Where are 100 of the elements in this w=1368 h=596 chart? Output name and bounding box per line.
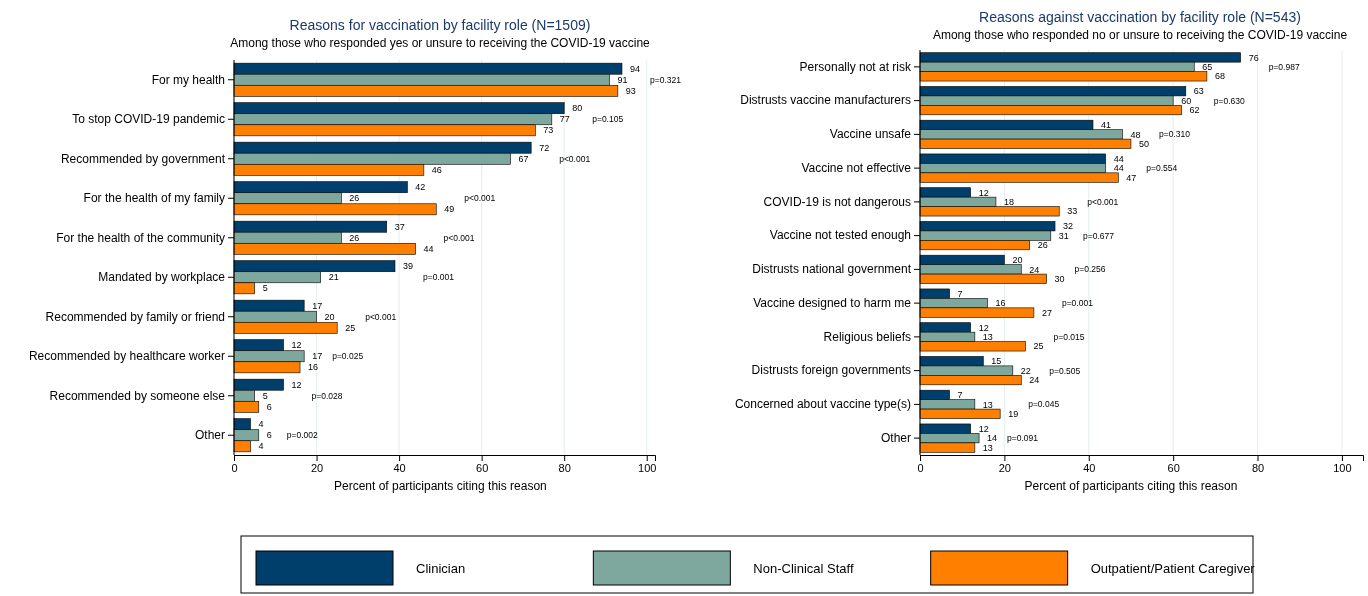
annotation: p=0.001 xyxy=(1061,298,1094,309)
annotation: p=0.677 xyxy=(1083,230,1115,241)
data-label: 20 xyxy=(324,311,335,322)
data-label: 73 xyxy=(543,125,554,136)
data-label: 65 xyxy=(1202,62,1213,73)
data-label: 5 xyxy=(262,283,268,294)
annotation: p<0.001 xyxy=(443,232,475,243)
data-label: 15 xyxy=(991,356,1002,367)
data-label: 41 xyxy=(1100,120,1111,131)
data-label: 31 xyxy=(1058,230,1069,241)
data-label: 63 xyxy=(1193,86,1204,97)
annotation: p=0.505 xyxy=(1049,365,1081,376)
data-label: 12 xyxy=(978,423,989,434)
data-label: 25 xyxy=(345,322,356,333)
annotation: p=0.321 xyxy=(649,74,682,85)
y-tick-label: Distrusts foreign governments xyxy=(751,363,911,378)
x-tick-label: 100 xyxy=(1333,461,1352,474)
x-tick-label: 0 xyxy=(917,461,924,474)
chart-title: Reasons against vaccination by facility role (N=543) xyxy=(979,9,1301,25)
data-label: 17 xyxy=(312,300,323,311)
annotation: p=0.001 xyxy=(422,272,455,283)
data-label: 16 xyxy=(308,362,319,373)
data-label: 17 xyxy=(312,351,323,362)
data-label: 22 xyxy=(1020,365,1031,376)
data-label: 14 xyxy=(987,433,998,444)
y-tick-label: Recommended by family or friend xyxy=(45,309,225,324)
annotation: p<0.001 xyxy=(365,311,397,322)
x-tick-label: 0 xyxy=(231,461,238,474)
data-label: 49 xyxy=(444,204,455,215)
y-tick-label: Vaccine not tested enough xyxy=(769,228,911,243)
y-tick-label: Vaccine not effective xyxy=(801,160,912,175)
data-label: 68 xyxy=(1214,71,1225,82)
y-tick-label: Recommended by government xyxy=(60,151,226,166)
x-axis-title: Percent of participants citing this reason xyxy=(1024,479,1238,493)
data-label: 20 xyxy=(1012,255,1023,266)
data-label: 94 xyxy=(629,63,640,74)
annotation: p=0.028 xyxy=(311,390,343,401)
data-label: 32 xyxy=(1063,221,1074,232)
data-label: 16 xyxy=(995,298,1006,309)
text: Clinician xyxy=(416,560,466,576)
data-label: 12 xyxy=(978,322,989,333)
y-tick-label: To stop COVID-19 pandemic xyxy=(72,112,225,127)
annotation: p<0.001 xyxy=(464,193,496,204)
y-tick-label: Other xyxy=(880,430,911,445)
annotation: p=0.045 xyxy=(1028,399,1060,410)
y-tick-label: Recommended by healthcare worker xyxy=(28,349,225,364)
data-label: 13 xyxy=(982,332,993,343)
data-label: 26 xyxy=(349,193,360,204)
data-label: 12 xyxy=(978,187,989,198)
data-label: 50 xyxy=(1138,138,1149,149)
annotation: p<0.001 xyxy=(1087,196,1119,207)
x-axis-title: Percent of participants citing this reason xyxy=(333,479,547,493)
y-tick-label: Other xyxy=(194,428,225,443)
data-label: 24 xyxy=(1029,264,1040,275)
data-label: 62 xyxy=(1189,105,1200,116)
chart-subtitle: Among those who responded no or unsure to receiving the COVID-19 vaccine xyxy=(932,28,1348,42)
y-tick-label: For my health xyxy=(151,72,225,87)
annotation: p=0.630 xyxy=(1213,95,1246,106)
data-label: 12 xyxy=(291,340,302,351)
data-label: 72 xyxy=(539,142,550,153)
data-label: 7 xyxy=(957,288,963,299)
annotation: p=0.256 xyxy=(1074,264,1106,275)
annotation: p=0.002 xyxy=(286,430,318,441)
data-label: 44 xyxy=(423,243,434,254)
y-tick-label: COVID-19 is not dangerous xyxy=(763,194,911,209)
annotation: p=0.105 xyxy=(592,114,624,125)
data-label: 77 xyxy=(559,114,570,125)
x-tick-label: 80 xyxy=(1251,461,1265,474)
text: Outpatient/Patient Caregiver xyxy=(1090,560,1256,576)
data-label: 26 xyxy=(1037,240,1048,251)
data-label: 39 xyxy=(402,261,413,272)
data-label: 93 xyxy=(625,85,636,96)
annotation: p=0.987 xyxy=(1268,61,1300,72)
data-label: 42 xyxy=(415,182,426,193)
y-tick-label: Personally not at risk xyxy=(799,59,912,74)
data-label: 30 xyxy=(1054,273,1065,284)
data-label: 18 xyxy=(1003,197,1014,208)
data-label: 44 xyxy=(1113,163,1124,174)
y-tick-label: Distrusts national government xyxy=(752,262,912,277)
y-tick-label: Vaccine unsafe xyxy=(829,127,912,142)
annotation: p=0.025 xyxy=(332,351,364,362)
data-label: 33 xyxy=(1067,206,1078,217)
data-label: 76 xyxy=(1248,52,1259,63)
x-tick-label: 60 xyxy=(476,461,489,474)
data-label: 80 xyxy=(572,103,583,114)
data-label: 67 xyxy=(518,153,529,164)
data-label: 13 xyxy=(982,442,993,453)
y-tick-label: Religious beliefs xyxy=(823,329,911,344)
y-tick-label: For the health of the community xyxy=(56,230,225,245)
x-tick-label: 20 xyxy=(310,461,324,474)
data-label: 12 xyxy=(291,379,302,390)
data-label: 5 xyxy=(262,390,268,401)
data-label: 4 xyxy=(258,419,264,430)
x-tick-label: 40 xyxy=(393,461,406,474)
data-label: 13 xyxy=(982,399,993,410)
y-tick-label: Concerned about vaccine type(s) xyxy=(734,397,911,412)
y-tick-label: Distrusts vaccine manufacturers xyxy=(740,93,911,108)
x-tick-label: 100 xyxy=(638,461,657,474)
y-tick-label: Mandated by workplace xyxy=(98,270,226,285)
chart-subtitle: Among those who responded yes or unsure to receiving the COVID-19 vaccine xyxy=(230,36,651,50)
